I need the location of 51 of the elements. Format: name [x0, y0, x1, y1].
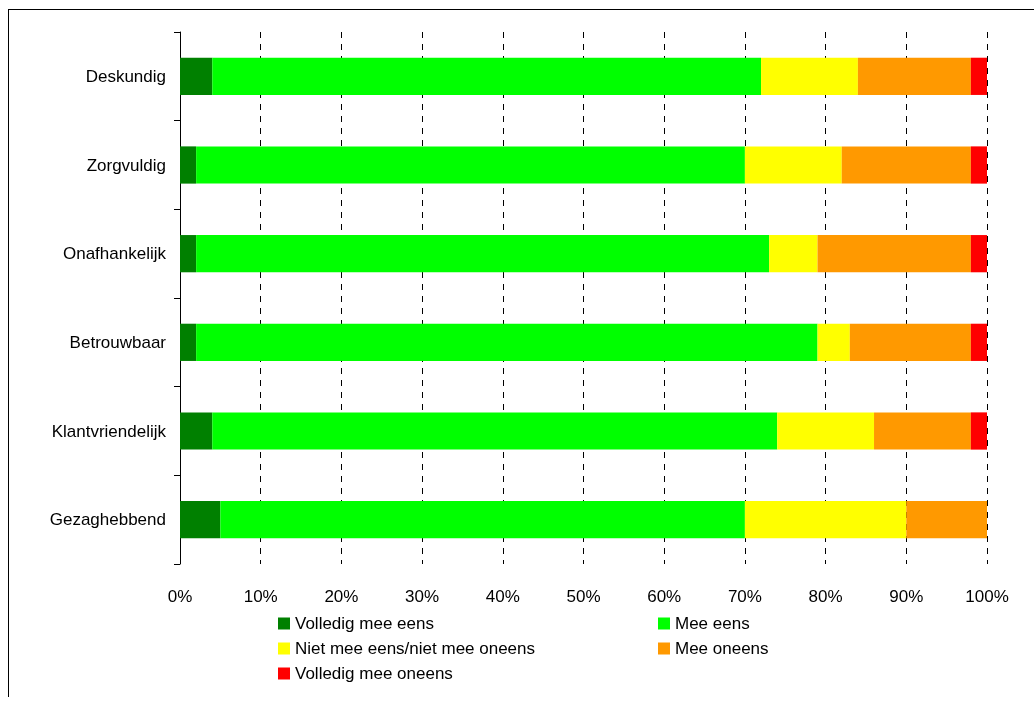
x-tick-label: 90% — [889, 587, 924, 606]
y-tick-label: Zorgvuldig — [86, 155, 166, 175]
y-tick-label: Onafhankelijk — [62, 244, 167, 264]
bar — [817, 235, 971, 273]
bar — [180, 235, 197, 273]
bar — [970, 235, 987, 273]
legend-label: Mee eens — [675, 614, 750, 633]
x-tick-label: 100% — [965, 587, 1009, 606]
bar — [180, 57, 213, 95]
bar — [970, 57, 987, 95]
y-tick-label: Gezaghebbend — [49, 510, 166, 530]
bar — [769, 235, 818, 273]
bar — [849, 323, 971, 361]
bar — [180, 146, 197, 184]
y-tick-label: Klantvriendelijk — [51, 421, 167, 441]
bar — [777, 412, 875, 450]
bar — [857, 57, 971, 95]
bar — [970, 146, 987, 184]
y-tick-label: Deskundig — [85, 66, 166, 86]
bar — [196, 323, 818, 361]
x-tick-label: 70% — [727, 587, 762, 606]
x-tick-label: 60% — [647, 587, 682, 606]
bar — [906, 501, 987, 539]
bar — [196, 146, 745, 184]
bar — [817, 323, 850, 361]
x-tick-label: 0% — [167, 587, 193, 606]
x-tick-label: 20% — [324, 587, 359, 606]
x-tick-label: 10% — [243, 587, 278, 606]
bar — [970, 412, 987, 450]
x-tick-label: 50% — [566, 587, 601, 606]
bar — [180, 412, 213, 450]
x-tick-label: 40% — [485, 587, 520, 606]
bar — [874, 412, 971, 450]
bar — [744, 146, 842, 184]
bar — [761, 57, 858, 95]
legend-label: Mee oneens — [675, 639, 769, 658]
bar — [180, 501, 221, 539]
y-tick-label: Betrouwbaar — [69, 332, 167, 352]
legend-label: Volledig mee eens — [295, 614, 434, 633]
legend-label: Volledig mee oneens — [295, 664, 453, 683]
bar — [220, 501, 745, 539]
bar — [970, 323, 987, 361]
bar — [212, 57, 762, 95]
x-tick-label: 30% — [405, 587, 440, 606]
bar — [744, 501, 907, 539]
legend-label: Niet mee eens/niet mee oneens — [295, 639, 536, 658]
x-tick-label: 80% — [808, 587, 843, 606]
bar — [841, 146, 971, 184]
bar — [196, 235, 770, 273]
bar — [212, 412, 778, 450]
bar — [180, 323, 197, 361]
